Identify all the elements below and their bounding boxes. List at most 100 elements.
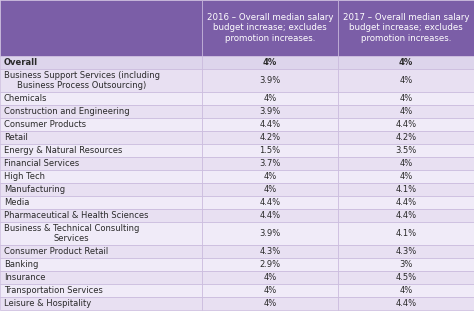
Text: 4.4%: 4.4% — [395, 299, 417, 308]
Text: 4%: 4% — [264, 273, 277, 282]
Bar — [202, 118, 338, 131]
Text: 3.7%: 3.7% — [259, 159, 281, 168]
Bar — [202, 222, 338, 245]
Text: 1.5%: 1.5% — [259, 146, 281, 155]
Text: 4.2%: 4.2% — [259, 133, 281, 142]
Text: 4.4%: 4.4% — [259, 120, 281, 129]
Bar — [338, 209, 474, 222]
Bar — [338, 271, 474, 284]
Text: Overall: Overall — [4, 58, 38, 67]
Bar — [0, 284, 202, 297]
Text: 4%: 4% — [400, 159, 413, 168]
Text: Consumer Product Retail: Consumer Product Retail — [4, 247, 108, 256]
Text: 2017 – Overall median salary
budget increase; excludes
promotion increases.: 2017 – Overall median salary budget incr… — [343, 13, 469, 43]
Text: 4.4%: 4.4% — [259, 211, 281, 220]
Bar — [338, 69, 474, 92]
Bar — [202, 92, 338, 105]
Bar — [338, 131, 474, 144]
Text: 4.2%: 4.2% — [395, 133, 417, 142]
Bar — [338, 118, 474, 131]
Text: Energy & Natural Resources: Energy & Natural Resources — [4, 146, 122, 155]
Bar — [0, 196, 202, 209]
Text: Chemicals: Chemicals — [4, 94, 47, 103]
Text: High Tech: High Tech — [4, 172, 45, 181]
Text: 4%: 4% — [264, 172, 277, 181]
Bar — [0, 297, 202, 310]
Bar — [202, 157, 338, 170]
Text: 4%: 4% — [399, 58, 413, 67]
Text: Retail: Retail — [4, 133, 28, 142]
Text: 4%: 4% — [263, 58, 277, 67]
Text: 4.5%: 4.5% — [395, 273, 417, 282]
Text: 4%: 4% — [264, 299, 277, 308]
Text: Business & Technical Consulting
Services: Business & Technical Consulting Services — [4, 224, 139, 243]
Bar — [202, 0, 338, 56]
Text: 3.9%: 3.9% — [259, 76, 281, 85]
Text: 4.4%: 4.4% — [395, 120, 417, 129]
Bar — [338, 284, 474, 297]
Text: Financial Services: Financial Services — [4, 159, 79, 168]
Text: 4.3%: 4.3% — [395, 247, 417, 256]
Bar — [338, 157, 474, 170]
Bar — [0, 170, 202, 183]
Bar — [338, 297, 474, 310]
Text: Business Support Services (including
Business Process Outsourcing): Business Support Services (including Bus… — [4, 71, 160, 90]
Bar — [0, 258, 202, 271]
Text: 4%: 4% — [400, 94, 413, 103]
Bar — [338, 56, 474, 69]
Text: Manufacturing: Manufacturing — [4, 185, 65, 194]
Text: 4%: 4% — [400, 76, 413, 85]
Bar — [202, 258, 338, 271]
Bar — [338, 105, 474, 118]
Text: Leisure & Hospitality: Leisure & Hospitality — [4, 299, 91, 308]
Bar — [202, 209, 338, 222]
Bar — [0, 245, 202, 258]
Text: 4.4%: 4.4% — [395, 211, 417, 220]
Text: Banking: Banking — [4, 260, 38, 269]
Bar — [202, 131, 338, 144]
Bar — [338, 196, 474, 209]
Bar — [0, 69, 202, 92]
Text: 4%: 4% — [264, 94, 277, 103]
Bar — [202, 170, 338, 183]
Bar — [338, 144, 474, 157]
Text: 4.1%: 4.1% — [395, 185, 417, 194]
Bar — [0, 92, 202, 105]
Bar — [202, 297, 338, 310]
Text: 4.3%: 4.3% — [259, 247, 281, 256]
Bar — [338, 222, 474, 245]
Text: 4%: 4% — [264, 185, 277, 194]
Bar — [338, 0, 474, 56]
Text: Media: Media — [4, 198, 29, 207]
Bar — [0, 271, 202, 284]
Text: 2016 – Overall median salary
budget increase; excludes
promotion increases.: 2016 – Overall median salary budget incr… — [207, 13, 333, 43]
Bar — [338, 170, 474, 183]
Bar — [338, 183, 474, 196]
Text: 4%: 4% — [400, 107, 413, 116]
Bar — [0, 0, 202, 56]
Text: 3%: 3% — [399, 260, 413, 269]
Bar — [0, 209, 202, 222]
Text: 4%: 4% — [400, 286, 413, 295]
Text: 3.9%: 3.9% — [259, 229, 281, 238]
Bar — [338, 258, 474, 271]
Bar — [202, 69, 338, 92]
Bar — [202, 271, 338, 284]
Bar — [0, 105, 202, 118]
Bar — [0, 144, 202, 157]
Bar — [0, 131, 202, 144]
Bar — [338, 245, 474, 258]
Text: 3.9%: 3.9% — [259, 107, 281, 116]
Bar — [202, 284, 338, 297]
Text: 4.1%: 4.1% — [395, 229, 417, 238]
Bar — [202, 196, 338, 209]
Bar — [338, 92, 474, 105]
Text: Pharmaceutical & Health Sciences: Pharmaceutical & Health Sciences — [4, 211, 148, 220]
Text: 2.9%: 2.9% — [259, 260, 281, 269]
Text: Insurance: Insurance — [4, 273, 46, 282]
Bar — [202, 56, 338, 69]
Bar — [0, 56, 202, 69]
Bar — [0, 157, 202, 170]
Text: Consumer Products: Consumer Products — [4, 120, 86, 129]
Text: 3.5%: 3.5% — [395, 146, 417, 155]
